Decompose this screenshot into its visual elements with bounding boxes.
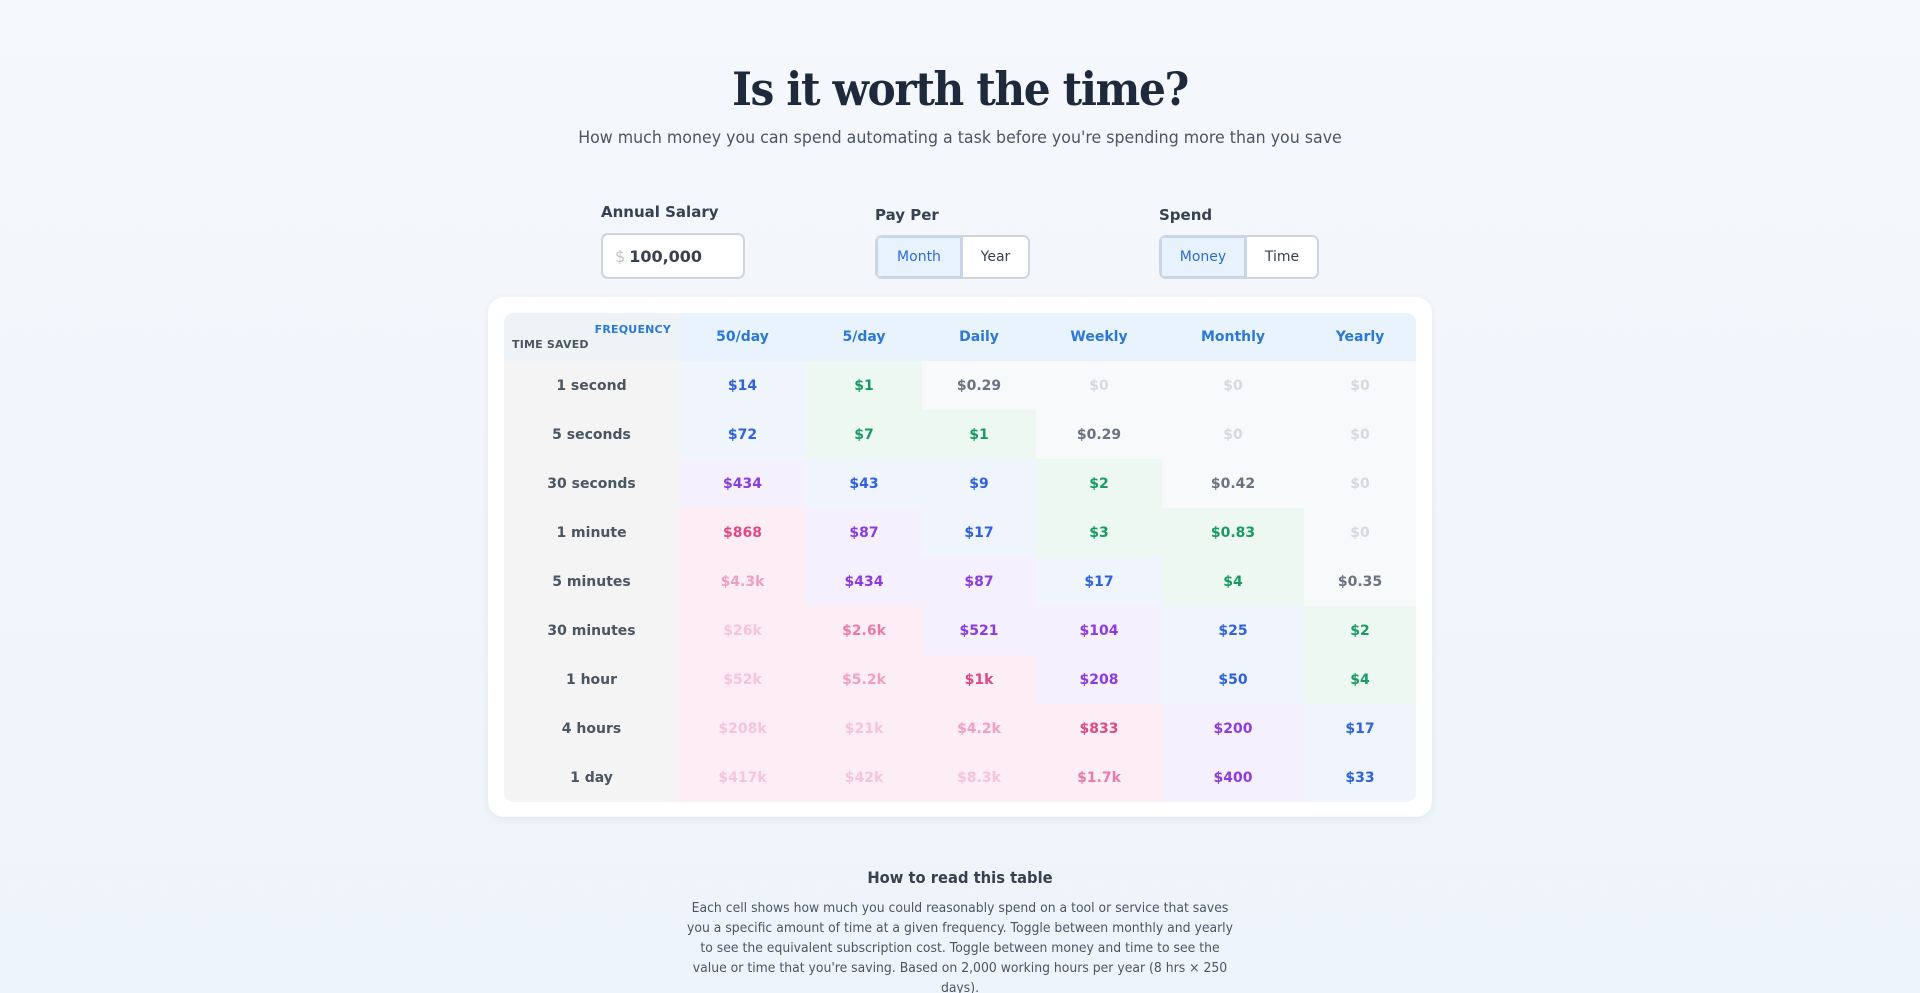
frequency-axis-label: FREQUENCY xyxy=(594,323,671,336)
table-cell: $2 xyxy=(1036,459,1162,508)
table-cell: $208 xyxy=(1036,655,1162,704)
row-header: 30 seconds xyxy=(504,459,679,508)
table-cell: $26k xyxy=(679,606,806,655)
column-header: 50/day xyxy=(716,329,769,345)
column-header: 5/day xyxy=(842,329,886,345)
table-cell: $200 xyxy=(1162,704,1304,753)
spend-toggle: Money Time xyxy=(1159,235,1319,279)
table-cell: $7 xyxy=(806,410,922,459)
table-cell: $208k xyxy=(679,704,806,753)
table-cell: $52k xyxy=(679,655,806,704)
pay-per-month-button[interactable]: Month xyxy=(877,237,961,277)
row-header: 1 hour xyxy=(504,655,679,704)
table-cell: $0.35 xyxy=(1304,557,1416,606)
row-header: 4 hours xyxy=(504,704,679,753)
table-cell: $50 xyxy=(1162,655,1304,704)
table-cell: $42k xyxy=(806,753,922,802)
annual-salary-input[interactable]: $ 100,000 xyxy=(601,233,745,279)
table-cell: $43 xyxy=(806,459,922,508)
table-cell: $14 xyxy=(679,361,806,410)
row-header: 5 seconds xyxy=(504,410,679,459)
table-cell: $2.6k xyxy=(806,606,922,655)
pay-per-year-button[interactable]: Year xyxy=(961,237,1028,277)
table-cell: $0 xyxy=(1162,410,1304,459)
table-cell: $0.83 xyxy=(1162,508,1304,557)
annual-salary-value[interactable]: 100,000 xyxy=(629,246,703,266)
row-header: 1 minute xyxy=(504,508,679,557)
table-cell: $0 xyxy=(1304,410,1416,459)
time-saved-axis-label: TIME SAVED xyxy=(512,338,589,351)
column-header: Weekly xyxy=(1070,329,1128,345)
table-cell: $25 xyxy=(1162,606,1304,655)
column-header: Daily xyxy=(959,329,999,345)
table-cell: $33 xyxy=(1304,753,1416,802)
table-cell: $0 xyxy=(1304,508,1416,557)
table-cell: $434 xyxy=(679,459,806,508)
table-cell: $5.2k xyxy=(806,655,922,704)
table-cell: $0 xyxy=(1304,361,1416,410)
pay-per-label: Pay Per xyxy=(875,206,939,224)
table-cell: $0.29 xyxy=(922,361,1036,410)
table-cell: $1 xyxy=(806,361,922,410)
spend-time-button[interactable]: Time xyxy=(1245,237,1317,277)
pay-per-toggle: Month Year xyxy=(875,235,1030,279)
table-cell: $104 xyxy=(1036,606,1162,655)
column-header: Yearly xyxy=(1335,329,1385,345)
table-cell: $417k xyxy=(679,753,806,802)
table-cell: $3 xyxy=(1036,508,1162,557)
table-cell: $4.3k xyxy=(679,557,806,606)
row-header: 30 minutes xyxy=(504,606,679,655)
table-cell: $17 xyxy=(922,508,1036,557)
annual-salary-label: Annual Salary xyxy=(601,203,719,221)
row-header: 1 second xyxy=(504,361,679,410)
table-cell: $0.42 xyxy=(1162,459,1304,508)
table-cell: $0 xyxy=(1162,361,1304,410)
column-header: Monthly xyxy=(1200,329,1266,345)
table-cell: $521 xyxy=(922,606,1036,655)
time-value-table: FREQUENCY TIME SAVED 50/day 5/day Daily Wee… xyxy=(504,313,1416,802)
table-cell: $87 xyxy=(922,557,1036,606)
table-cell: $0 xyxy=(1304,459,1416,508)
table-cell: $8.3k xyxy=(922,753,1036,802)
table-cell: $4 xyxy=(1162,557,1304,606)
table-cell: $87 xyxy=(806,508,922,557)
table-cell: $72 xyxy=(679,410,806,459)
table-cell: $2 xyxy=(1304,606,1416,655)
page-subtitle: How much money you can spend automating … xyxy=(578,128,1342,148)
table-cell: $4 xyxy=(1304,655,1416,704)
howto-text: Each cell shows how much you could reaso… xyxy=(687,900,1233,993)
table-cell: $9 xyxy=(922,459,1036,508)
table-cell: $1.7k xyxy=(1036,753,1162,802)
spend-label: Spend xyxy=(1159,206,1213,224)
table-cell: $0 xyxy=(1036,361,1162,410)
table-cell: $1k xyxy=(922,655,1036,704)
table-cell: $21k xyxy=(806,704,922,753)
table-cell: $434 xyxy=(806,557,922,606)
table-cell: $868 xyxy=(679,508,806,557)
currency-symbol: $ xyxy=(615,246,626,266)
spend-money-button[interactable]: Money xyxy=(1161,237,1245,277)
table-cell: $17 xyxy=(1304,704,1416,753)
table-cell: $4.2k xyxy=(922,704,1036,753)
table-corner: FREQUENCY TIME SAVED xyxy=(504,313,679,361)
row-header: 1 day xyxy=(504,753,679,802)
table-cell: $1 xyxy=(922,410,1036,459)
table-cell: $833 xyxy=(1036,704,1162,753)
page-title: Is it worth the time? xyxy=(732,62,1189,116)
table-cell: $400 xyxy=(1162,753,1304,802)
table-cell: $17 xyxy=(1036,557,1162,606)
table-cell: $0.29 xyxy=(1036,410,1162,459)
row-header: 5 minutes xyxy=(504,557,679,606)
howto-title: How to read this table xyxy=(867,868,1053,887)
